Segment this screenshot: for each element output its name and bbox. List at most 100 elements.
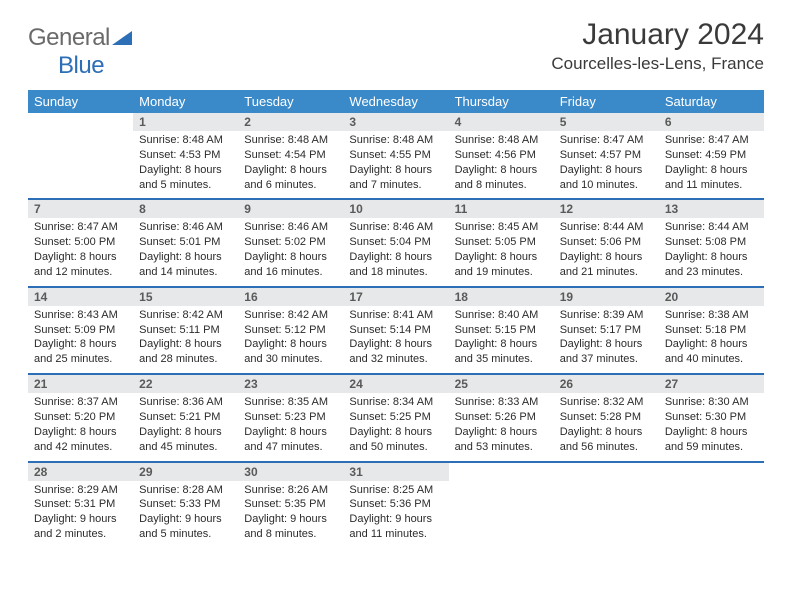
day-number: 15 — [133, 288, 238, 306]
day-details: Sunrise: 8:41 AMSunset: 5:14 PMDaylight:… — [343, 306, 448, 373]
day-header: Saturday — [659, 90, 764, 113]
day-line-ss: Sunset: 4:54 PM — [244, 148, 337, 163]
calendar-day-cell: 23Sunrise: 8:35 AMSunset: 5:23 PMDayligh… — [238, 373, 343, 460]
day-line-d1: Daylight: 8 hours — [34, 425, 127, 440]
day-details: Sunrise: 8:45 AMSunset: 5:05 PMDaylight:… — [449, 218, 554, 285]
day-line-ss: Sunset: 5:15 PM — [455, 323, 548, 338]
day-number: 12 — [554, 200, 659, 218]
calendar-day-cell: 13Sunrise: 8:44 AMSunset: 5:08 PMDayligh… — [659, 198, 764, 285]
day-line-ss: Sunset: 5:01 PM — [139, 235, 232, 250]
logo-triangle-icon — [112, 29, 132, 50]
day-line-sr: Sunrise: 8:37 AM — [34, 395, 127, 410]
day-line-ss: Sunset: 5:06 PM — [560, 235, 653, 250]
day-line-d2: and 59 minutes. — [665, 440, 758, 455]
day-line-d1: Daylight: 8 hours — [560, 250, 653, 265]
day-line-d1: Daylight: 8 hours — [560, 425, 653, 440]
day-line-d2: and 37 minutes. — [560, 352, 653, 367]
day-line-ss: Sunset: 5:30 PM — [665, 410, 758, 425]
day-details: Sunrise: 8:28 AMSunset: 5:33 PMDaylight:… — [133, 481, 238, 548]
day-number: 8 — [133, 200, 238, 218]
day-details: Sunrise: 8:47 AMSunset: 4:57 PMDaylight:… — [554, 131, 659, 198]
day-number: 17 — [343, 288, 448, 306]
day-line-sr: Sunrise: 8:48 AM — [139, 133, 232, 148]
day-header: Friday — [554, 90, 659, 113]
calendar-day-cell: 15 Sunrise: 8:42 AMSunset: 5:11 PMDayligh… — [133, 286, 238, 373]
day-line-sr: Sunrise: 8:40 AM — [455, 308, 548, 323]
day-line-ss: Sunset: 5:00 PM — [34, 235, 127, 250]
day-line-d1: Daylight: 8 hours — [244, 250, 337, 265]
day-details: Sunrise: 8:48 AMSunset: 4:56 PMDaylight:… — [449, 131, 554, 198]
day-line-d2: and 2 minutes. — [34, 527, 127, 542]
day-line-d2: and 18 minutes. — [349, 265, 442, 280]
calendar-day-cell: 8Sunrise: 8:46 AMSunset: 5:01 PMDaylight… — [133, 198, 238, 285]
logo-text-blue: Blue — [58, 52, 104, 80]
day-details: Sunrise: 8:35 AMSunset: 5:23 PMDaylight:… — [238, 393, 343, 460]
day-line-ss: Sunset: 5:21 PM — [139, 410, 232, 425]
day-line-d1: Daylight: 8 hours — [665, 163, 758, 178]
day-number: 13 — [659, 200, 764, 218]
day-line-d1: Daylight: 8 hours — [665, 425, 758, 440]
day-line-d2: and 23 minutes. — [665, 265, 758, 280]
day-details: Sunrise: 8:29 AMSunset: 5:31 PMDaylight:… — [28, 481, 133, 548]
calendar-day-cell: 5Sunrise: 8:47 AMSunset: 4:57 PMDaylight… — [554, 113, 659, 198]
day-line-d1: Daylight: 9 hours — [349, 512, 442, 527]
day-header: Sunday — [28, 90, 133, 113]
day-line-ss: Sunset: 5:25 PM — [349, 410, 442, 425]
day-details: Sunrise: 8:33 AMSunset: 5:26 PMDaylight:… — [449, 393, 554, 460]
calendar-day-cell: 26Sunrise: 8:32 AMSunset: 5:28 PMDayligh… — [554, 373, 659, 460]
day-details: Sunrise: 8:30 AMSunset: 5:30 PMDaylight:… — [659, 393, 764, 460]
day-line-d2: and 6 minutes. — [244, 178, 337, 193]
day-line-sr: Sunrise: 8:46 AM — [244, 220, 337, 235]
day-line-d2: and 47 minutes. — [244, 440, 337, 455]
calendar-week-row: 1Sunrise: 8:48 AMSunset: 4:53 PMDaylight… — [28, 113, 764, 198]
day-line-sr: Sunrise: 8:47 AM — [34, 220, 127, 235]
day-line-sr: Sunrise: 8:42 AM — [139, 308, 232, 323]
day-line-d1: Daylight: 8 hours — [139, 337, 232, 352]
day-number: 31 — [343, 463, 448, 481]
day-header: Monday — [133, 90, 238, 113]
day-header: Tuesday — [238, 90, 343, 113]
calendar-day-cell: 16Sunrise: 8:42 AMSunset: 5:12 PMDayligh… — [238, 286, 343, 373]
day-line-sr: Sunrise: 8:43 AM — [34, 308, 127, 323]
calendar-day-cell: 3Sunrise: 8:48 AMSunset: 4:55 PMDaylight… — [343, 113, 448, 198]
day-line-d2: and 5 minutes. — [139, 527, 232, 542]
day-line-sr: Sunrise: 8:29 AM — [34, 483, 127, 498]
day-line-ss: Sunset: 5:11 PM — [139, 323, 232, 338]
day-line-d2: and 25 minutes. — [34, 352, 127, 367]
calendar-day-cell: 4Sunrise: 8:48 AMSunset: 4:56 PMDaylight… — [449, 113, 554, 198]
month-title: January 2024 — [551, 18, 764, 52]
day-number: 5 — [554, 113, 659, 131]
day-line-d2: and 11 minutes. — [665, 178, 758, 193]
day-details: Sunrise: 8:46 AMSunset: 5:02 PMDaylight:… — [238, 218, 343, 285]
day-number: 24 — [343, 375, 448, 393]
day-details: Sunrise: 8:48 AMSunset: 4:53 PMDaylight:… — [133, 131, 238, 198]
day-number: 16 — [238, 288, 343, 306]
calendar-page: General January 2024 Courcelles-les-Lens… — [0, 0, 792, 560]
day-line-ss: Sunset: 5:35 PM — [244, 497, 337, 512]
day-line-sr: Sunrise: 8:32 AM — [560, 395, 653, 410]
brand-logo: General — [28, 24, 132, 52]
day-number: 4 — [449, 113, 554, 131]
calendar-week-row: 14Sunrise: 8:43 AMSunset: 5:09 PMDayligh… — [28, 286, 764, 373]
location-subtitle: Courcelles-les-Lens, France — [551, 54, 764, 74]
day-details: Sunrise: 8:34 AMSunset: 5:25 PMDaylight:… — [343, 393, 448, 460]
day-line-d1: Daylight: 9 hours — [244, 512, 337, 527]
day-line-d1: Daylight: 8 hours — [244, 163, 337, 178]
day-line-d2: and 12 minutes. — [34, 265, 127, 280]
calendar-day-cell: 9Sunrise: 8:46 AMSunset: 5:02 PMDaylight… — [238, 198, 343, 285]
day-line-d2: and 53 minutes. — [455, 440, 548, 455]
day-line-d1: Daylight: 8 hours — [560, 337, 653, 352]
day-number: 23 — [238, 375, 343, 393]
day-line-d2: and 28 minutes. — [139, 352, 232, 367]
day-line-sr: Sunrise: 8:41 AM — [349, 308, 442, 323]
day-line-ss: Sunset: 4:56 PM — [455, 148, 548, 163]
day-line-d2: and 10 minutes. — [560, 178, 653, 193]
day-line-sr: Sunrise: 8:28 AM — [139, 483, 232, 498]
day-line-ss: Sunset: 5:36 PM — [349, 497, 442, 512]
day-details: Sunrise: 8:48 AMSunset: 4:55 PMDaylight:… — [343, 131, 448, 198]
day-line-ss: Sunset: 4:57 PM — [560, 148, 653, 163]
day-line-d1: Daylight: 8 hours — [349, 250, 442, 265]
day-line-sr: Sunrise: 8:48 AM — [244, 133, 337, 148]
day-line-ss: Sunset: 5:05 PM — [455, 235, 548, 250]
day-line-sr: Sunrise: 8:46 AM — [139, 220, 232, 235]
